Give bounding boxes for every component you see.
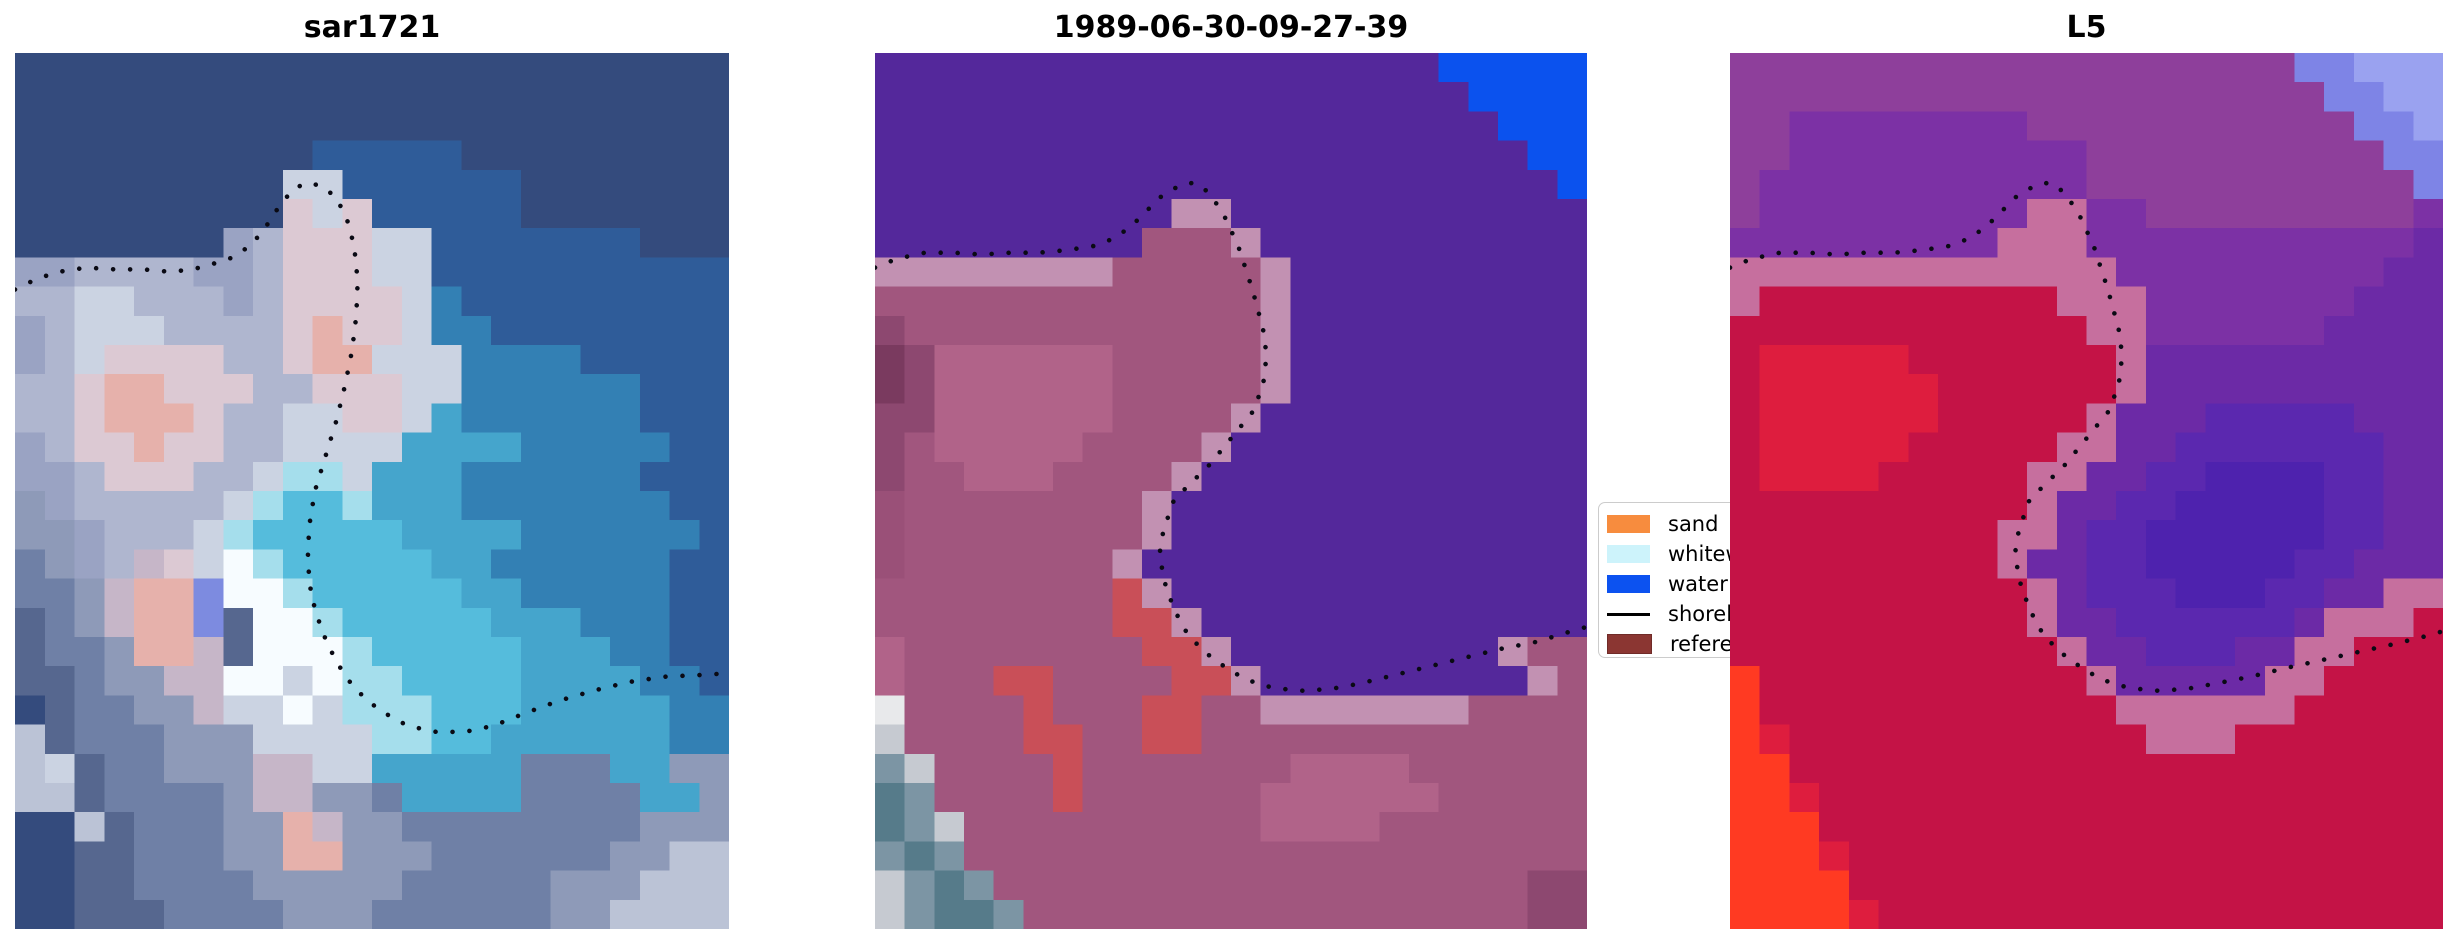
panel-l5-title: L5 bbox=[2066, 10, 2107, 45]
reference-swatch-icon bbox=[1607, 634, 1652, 654]
legend-item-sand: sand bbox=[1599, 509, 1805, 539]
panel-sar-title: sar1721 bbox=[303, 10, 441, 45]
panel-classified-image bbox=[875, 53, 1587, 929]
sand-swatch-icon bbox=[1607, 515, 1650, 533]
detected-shoreline-dotted-line bbox=[15, 180, 729, 735]
legend-label: water bbox=[1668, 572, 1728, 596]
sar-raster bbox=[15, 53, 729, 929]
detected-shoreline-dotted-line bbox=[1730, 180, 2443, 694]
legend-item-water: water bbox=[1599, 569, 1805, 599]
detected-shoreline-dotted-line bbox=[875, 180, 1587, 694]
panel-sar-image bbox=[15, 53, 729, 929]
l5-shoreline-overlay bbox=[1730, 180, 2443, 694]
panel-l5-image bbox=[1730, 53, 2443, 929]
water-swatch-icon bbox=[1607, 575, 1650, 593]
legend-label: sand bbox=[1668, 512, 1719, 536]
sar-shoreline-overlay bbox=[15, 180, 729, 735]
l5-raster bbox=[1730, 53, 2443, 929]
shoreline-swatch-icon bbox=[1607, 612, 1650, 616]
classified-shoreline-overlay bbox=[875, 180, 1587, 694]
panel-classified-title: 1989-06-30-09-27-39 bbox=[1053, 10, 1409, 45]
whitewater-swatch-icon bbox=[1607, 545, 1650, 563]
classified-raster bbox=[875, 53, 1587, 929]
